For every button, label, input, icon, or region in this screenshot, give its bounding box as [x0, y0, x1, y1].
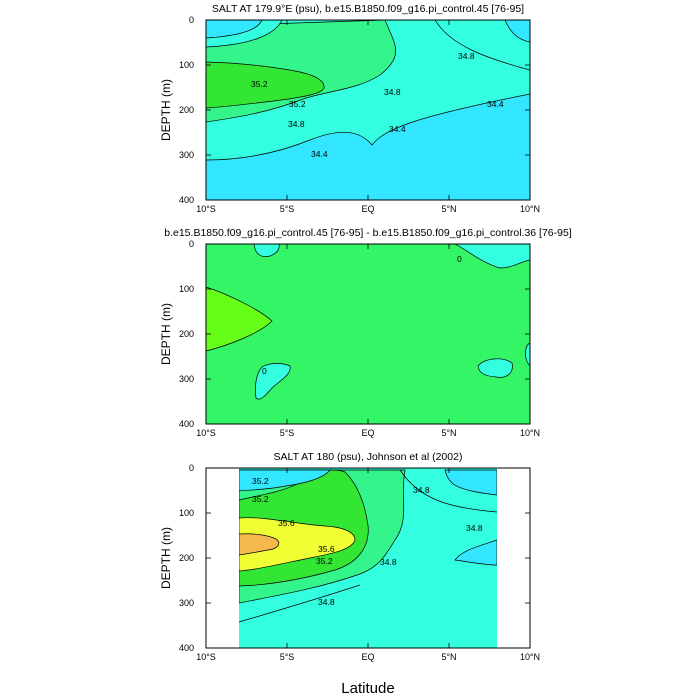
y-tick-label: 400 — [179, 419, 194, 429]
contour-label: 34.8 — [318, 597, 335, 607]
contour-label: 34.8 — [288, 119, 305, 129]
band-near-zero — [206, 244, 530, 424]
panel3-contour-labels: 35.2 35.2 34.8 35.6 35.6 35.2 34.8 34.8 … — [252, 476, 483, 607]
contour-label: 34.8 — [466, 523, 483, 533]
band-negative-ne — [454, 244, 530, 269]
x-tick-label: 10°S — [196, 652, 216, 662]
contour-label: 34.8 — [384, 87, 401, 97]
contour-34.8-north — [434, 20, 530, 71]
y-tick-label: 0 — [189, 239, 194, 249]
contour-label: 0 — [457, 254, 462, 264]
contour-label: 34.4 — [487, 99, 504, 109]
band-negative-sw — [255, 363, 291, 400]
y-tick-label: 0 — [189, 463, 194, 473]
x-tick-label: 5°N — [441, 204, 456, 214]
x-tick-label: 10°S — [196, 428, 216, 438]
panel1-axes: 10°S 5°S EQ 5°N 10°N 0 100 200 300 400 — [179, 15, 540, 214]
x-tick-label: EQ — [361, 652, 374, 662]
panel3-ylabel: DEPTH (m) — [159, 527, 173, 589]
contour-label: 34.8 — [413, 485, 430, 495]
band-north-surface — [504, 20, 530, 43]
contour-label: 35.6 — [318, 544, 335, 554]
y-tick-label: 200 — [179, 553, 194, 563]
contour-label: 0 — [262, 366, 267, 376]
panel1-contours — [206, 20, 530, 200]
contour-label: 34.4 — [389, 124, 406, 134]
contour-label: 35.2 — [252, 494, 269, 504]
panel-model-salinity: SALT AT 179.9°E (psu), b.e15.B1850.f09_g… — [159, 3, 540, 214]
band-below-34.4-ne — [444, 469, 497, 496]
x-tick-label: 10°N — [520, 204, 540, 214]
contour-label: 34.4 — [311, 149, 328, 159]
x-tick-label: EQ — [361, 204, 374, 214]
y-tick-label: 100 — [179, 284, 194, 294]
x-tick-label: 5°S — [280, 428, 295, 438]
panel2-contour-labels: 0 0 — [262, 254, 462, 376]
panel3-axes: 10°S 5°S EQ 5°N 10°N 0 100 200 300 400 — [179, 463, 540, 662]
panel1-ylabel: DEPTH (m) — [159, 79, 173, 141]
panel2-contours — [206, 244, 530, 424]
x-tick-label: 10°S — [196, 204, 216, 214]
band-positive — [206, 286, 273, 352]
panel2-title: b.e15.B1850.f09_g16.pi_control.45 [76-95… — [164, 227, 572, 239]
contour-34.8-east — [399, 469, 497, 513]
panel3-title: SALT AT 180 (psu), Johnson et al (2002) — [274, 451, 463, 463]
y-tick-label: 300 — [179, 598, 194, 608]
y-tick-label: 300 — [179, 374, 194, 384]
band-above-35.2 — [206, 61, 325, 109]
panel-observed-salinity: SALT AT 180 (psu), Johnson et al (2002) … — [159, 451, 540, 662]
y-tick-label: 200 — [179, 105, 194, 115]
x-tick-label: 5°S — [280, 204, 295, 214]
contour-34.8-deep — [239, 584, 361, 623]
band-below-34.4-top — [239, 469, 331, 492]
band-negative-se — [477, 358, 513, 378]
y-tick-label: 100 — [179, 60, 194, 70]
band-below-34.4-east — [454, 539, 497, 566]
panel2-axes: 10°S 5°S EQ 5°N 10°N 0 100 200 300 400 — [179, 239, 540, 438]
y-tick-label: 200 — [179, 329, 194, 339]
contour-label: 34.8 — [380, 557, 397, 567]
contour-label: 35.2 — [251, 79, 268, 89]
contour-label: 35.2 — [316, 556, 333, 566]
x-tick-label: 5°N — [441, 652, 456, 662]
x-tick-label: 10°N — [520, 652, 540, 662]
panel-difference: b.e15.B1850.f09_g16.pi_control.45 [76-95… — [159, 227, 572, 438]
contour-label: 34.8 — [458, 51, 475, 61]
panel3-contours — [239, 468, 497, 648]
contour-label: 35.2 — [252, 476, 269, 486]
panel1-contour-labels: 34.8 35.2 35.2 34.8 34.8 34.4 34.4 34.4 — [251, 51, 504, 159]
y-tick-label: 300 — [179, 150, 194, 160]
band-above-36 — [239, 533, 280, 556]
band-below-34.4 — [206, 93, 530, 200]
x-tick-label: 5°S — [280, 652, 295, 662]
y-tick-label: 100 — [179, 508, 194, 518]
band-35.6-36 — [239, 517, 356, 572]
y-tick-label: 0 — [189, 15, 194, 25]
panel1-title: SALT AT 179.9°E (psu), b.e15.B1850.f09_g… — [212, 3, 524, 15]
panel2-ylabel: DEPTH (m) — [159, 303, 173, 365]
band-negative-top — [253, 244, 280, 257]
x-tick-label: 5°N — [441, 428, 456, 438]
x-tick-label: EQ — [361, 428, 374, 438]
x-tick-label: 10°N — [520, 428, 540, 438]
y-tick-label: 400 — [179, 195, 194, 205]
contour-label: 35.2 — [289, 99, 306, 109]
contour-label: 35.6 — [278, 518, 295, 528]
x-axis-label: Latitude — [341, 680, 394, 697]
y-tick-label: 400 — [179, 643, 194, 653]
